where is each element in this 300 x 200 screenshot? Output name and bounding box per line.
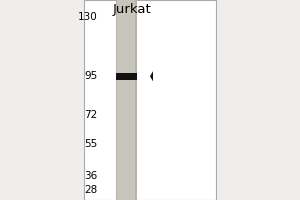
Text: 36: 36 bbox=[84, 171, 98, 181]
Text: 72: 72 bbox=[84, 110, 98, 120]
Bar bbox=[84, 0, 216, 200]
Bar bbox=[116, 73, 136, 80]
Text: 55: 55 bbox=[84, 139, 98, 149]
Text: 28: 28 bbox=[84, 185, 98, 195]
Bar bbox=[116, 0, 136, 200]
Bar bbox=[135, 0, 136, 200]
Text: 95: 95 bbox=[84, 71, 98, 81]
Text: Jurkat: Jurkat bbox=[112, 3, 152, 16]
Polygon shape bbox=[150, 71, 153, 81]
Text: 130: 130 bbox=[78, 12, 98, 22]
Bar bbox=[116, 0, 117, 200]
